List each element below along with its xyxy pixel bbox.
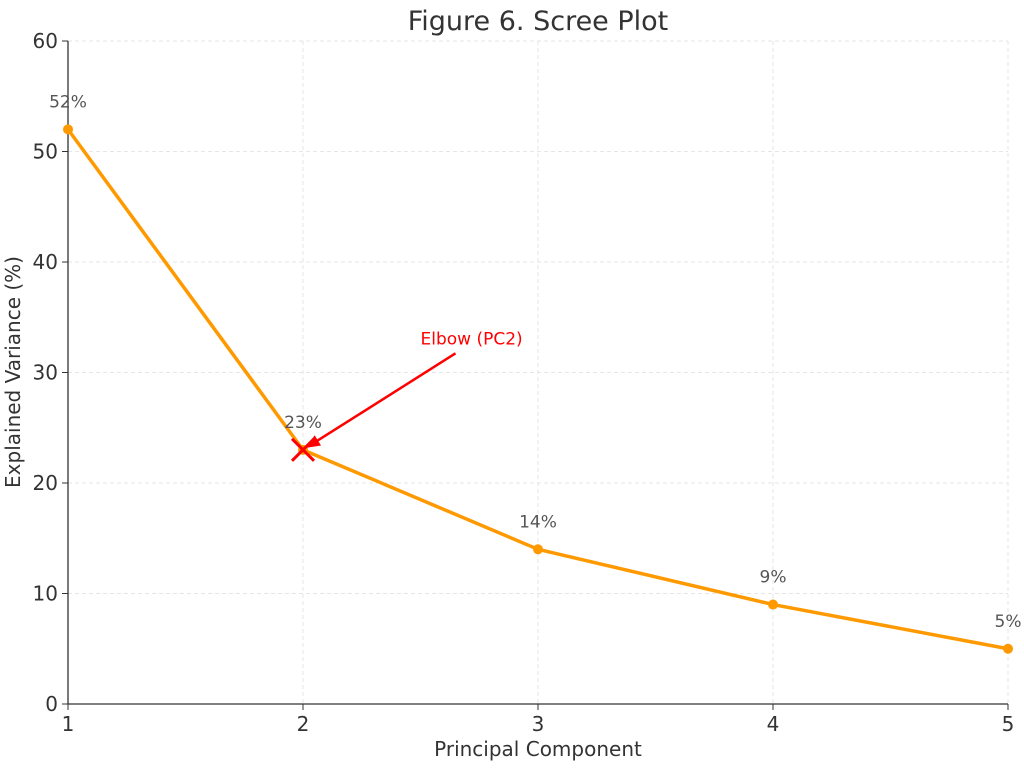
y-tick-label: 40 <box>33 250 58 274</box>
series: 52% 23% 14% 9% 5% <box>49 92 1022 654</box>
data-point <box>533 544 543 555</box>
y-tick-label: 20 <box>33 471 58 495</box>
x-tick-label: 3 <box>532 712 545 736</box>
y-tick-label: 30 <box>33 361 58 385</box>
y-tick-label: 10 <box>33 582 58 606</box>
grid <box>67 40 1009 705</box>
annotation: Elbow (PC2) <box>290 329 523 462</box>
arrow-head <box>306 435 322 448</box>
y-tick-label: 60 <box>33 29 58 53</box>
data-point <box>63 124 73 135</box>
x-tick-label: 1 <box>62 712 75 736</box>
data-point <box>768 599 778 610</box>
x-tick-label: 5 <box>1002 712 1015 736</box>
data-label: 9% <box>760 568 787 588</box>
annotation-label: Elbow (PC2) <box>421 329 523 349</box>
arrow-line <box>313 352 457 444</box>
y-tick-label: 0 <box>45 692 58 716</box>
chart-title: Figure 6. Scree Plot <box>408 6 669 37</box>
x-axis-label: Principal Component <box>434 737 642 761</box>
y-tick-label: 50 <box>33 140 58 164</box>
data-label: 14% <box>519 512 557 532</box>
y-axis-label: Explained Variance (%) <box>1 256 25 488</box>
data-label: 5% <box>995 612 1022 632</box>
data-label: 52% <box>49 92 87 112</box>
x-tick-label: 4 <box>767 712 780 736</box>
data-point <box>1003 643 1013 654</box>
series-line <box>66 128 1009 651</box>
data-label: 23% <box>284 413 322 433</box>
x-tick-label: 2 <box>297 712 310 736</box>
